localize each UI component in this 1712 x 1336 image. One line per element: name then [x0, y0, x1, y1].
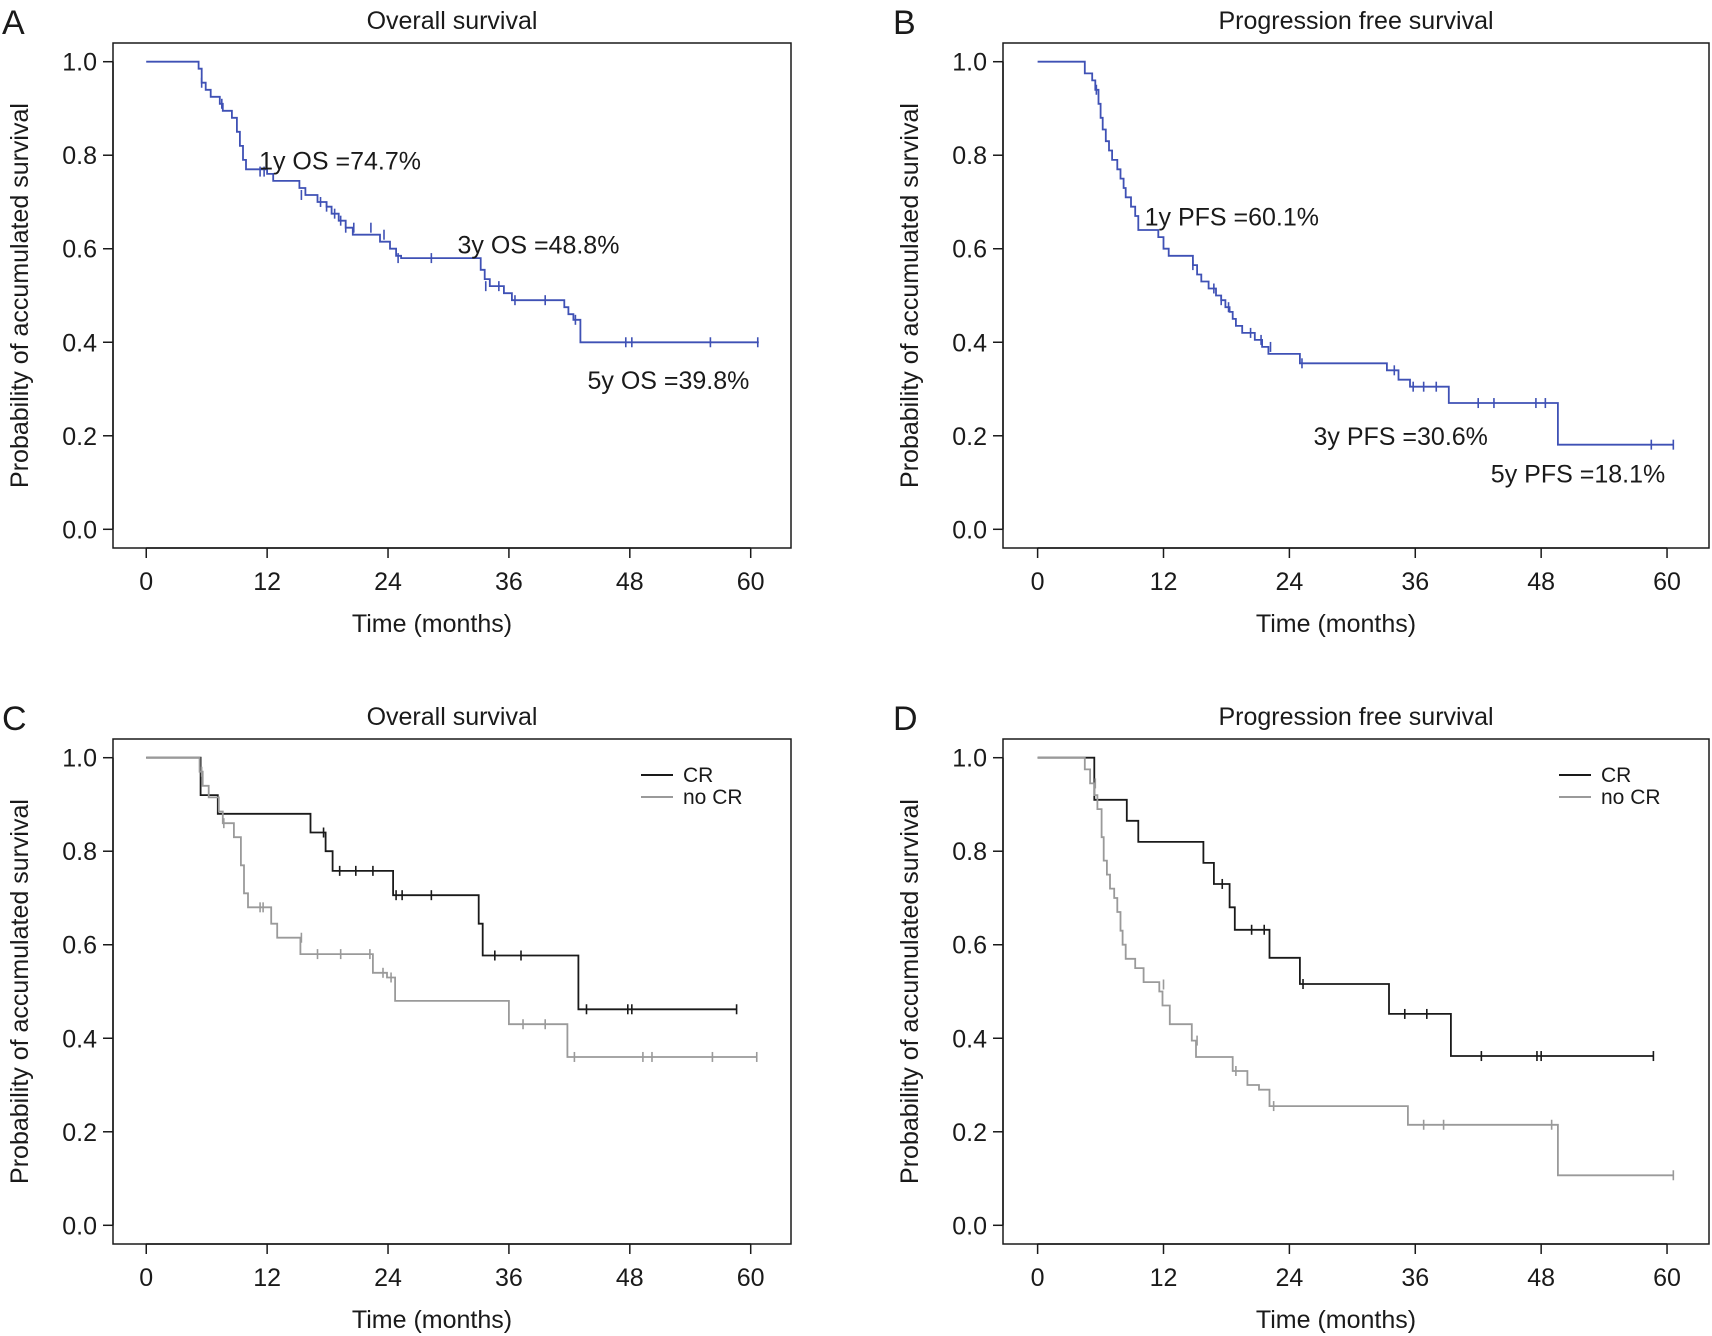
y-axis-title: Probability of accumulated survival — [896, 103, 924, 488]
y-tick-label: 0.8 — [62, 142, 97, 170]
panel-letter: D — [893, 700, 918, 738]
chart-panel-a: A Overall survival 0.0 0.2 0.4 0.6 0.8 1.0 Proba… — [2, 4, 792, 638]
series-0 — [146, 60, 759, 348]
annotation-label: 3y PFS =30.6% — [1314, 423, 1488, 451]
y-tick-label: 0.4 — [952, 1025, 987, 1053]
y-tick-label: 1.0 — [62, 49, 97, 77]
y-tick-label: 0.2 — [952, 423, 987, 451]
survival-curve — [146, 756, 737, 1011]
x-axis-title: Time (months) — [352, 610, 512, 638]
panel-letter: B — [893, 4, 916, 42]
chart-title: Overall survival — [367, 7, 538, 35]
series-0 — [1037, 60, 1675, 450]
y-tick-label: 0.0 — [952, 516, 987, 544]
x-tick-label: 60 — [1653, 568, 1681, 596]
x-tick-label: 12 — [253, 1264, 281, 1292]
x-tick-label: 48 — [1527, 568, 1555, 596]
y-axis-title: Probability of accumulated survival — [896, 799, 924, 1184]
x-axis-title: Time (months) — [1256, 1306, 1416, 1334]
y-axis-title: Probability of accumulated survival — [6, 799, 34, 1184]
x-tick-label: 24 — [374, 1264, 402, 1292]
survival-curve — [1037, 756, 1674, 1177]
annotation-label: 5y OS =39.8% — [587, 367, 749, 395]
x-tick-label: 24 — [374, 568, 402, 596]
chart-title: Progression free survival — [1218, 703, 1493, 731]
chart-panel-b: B Progression free survival 0.0 0.2 0.4 0.6 0.… — [893, 4, 1710, 638]
y-tick-label: 1.0 — [62, 745, 97, 773]
survival-curve — [1037, 756, 1654, 1057]
x-tick-label: 12 — [253, 568, 281, 596]
panel-letter: C — [2, 700, 27, 738]
x-tick-label: 48 — [616, 1264, 644, 1292]
y-axis-title: Probability of accumulated survival — [6, 103, 34, 488]
survival-curve — [1037, 60, 1674, 446]
y-tick-label: 0.8 — [62, 838, 97, 866]
x-tick-label: 24 — [1275, 568, 1303, 596]
y-tick-label: 0.6 — [62, 932, 97, 960]
series-cr — [1037, 756, 1655, 1062]
x-tick-label: 24 — [1275, 1264, 1303, 1292]
x-tick-label: 12 — [1150, 568, 1178, 596]
annotation-label: 1y OS =74.7% — [259, 147, 421, 175]
x-tick-label: 0 — [1031, 568, 1045, 596]
y-tick-label: 1.0 — [952, 745, 987, 773]
x-tick-label: 60 — [737, 1264, 765, 1292]
y-tick-label: 0.0 — [62, 516, 97, 544]
legend-label: CR — [1601, 764, 1631, 787]
x-tick-label: 36 — [495, 1264, 523, 1292]
x-tick-label: 48 — [616, 568, 644, 596]
y-tick-label: 1.0 — [952, 49, 987, 77]
y-tick-label: 0.6 — [952, 932, 987, 960]
y-tick-label: 0.2 — [62, 1119, 97, 1147]
y-tick-label: 0.2 — [952, 1119, 987, 1147]
y-tick-label: 0.0 — [62, 1212, 97, 1240]
x-tick-label: 12 — [1150, 1264, 1178, 1292]
chart-panel-d: D Progression free survival 0.0 0.2 0.4 0.6 0.… — [893, 700, 1710, 1334]
plot-frame — [112, 738, 792, 1245]
y-tick-label: 0.0 — [952, 1212, 987, 1240]
chart-title: Progression free survival — [1218, 7, 1493, 35]
y-tick-label: 0.4 — [62, 1025, 97, 1053]
chart-title: Overall survival — [367, 703, 538, 731]
x-tick-label: 36 — [1401, 568, 1429, 596]
annotation-label: 5y PFS =18.1% — [1491, 461, 1665, 489]
x-tick-label: 60 — [737, 568, 765, 596]
x-tick-label: 48 — [1527, 1264, 1555, 1292]
x-tick-label: 0 — [139, 1264, 153, 1292]
annotation-label: 1y PFS =60.1% — [1145, 203, 1319, 231]
y-tick-label: 0.8 — [952, 838, 987, 866]
panel-letter: A — [2, 4, 25, 42]
survival-curve — [146, 60, 759, 344]
chart-panel-c: C Overall survival 0.0 0.2 0.4 0.6 0.8 1.0 Proba… — [2, 700, 792, 1334]
x-tick-label: 36 — [495, 568, 523, 596]
y-tick-label: 0.2 — [62, 423, 97, 451]
legend-label: no CR — [1601, 786, 1661, 809]
x-axis-title: Time (months) — [352, 1306, 512, 1334]
plot-frame — [1002, 738, 1710, 1245]
plot-frame — [112, 42, 792, 549]
legend-label: no CR — [683, 786, 743, 809]
survival-curve — [146, 756, 757, 1058]
series-no-cr — [146, 756, 758, 1062]
x-tick-label: 0 — [1031, 1264, 1045, 1292]
legend-label: CR — [683, 764, 713, 787]
x-tick-label: 60 — [1653, 1264, 1681, 1292]
y-tick-label: 0.4 — [952, 329, 987, 357]
y-tick-label: 0.8 — [952, 142, 987, 170]
y-tick-label: 0.6 — [62, 236, 97, 264]
x-tick-label: 0 — [139, 568, 153, 596]
x-tick-label: 36 — [1401, 1264, 1429, 1292]
series-no-cr — [1037, 756, 1675, 1181]
x-axis-title: Time (months) — [1256, 610, 1416, 638]
y-tick-label: 0.4 — [62, 329, 97, 357]
y-tick-label: 0.6 — [952, 236, 987, 264]
annotation-label: 3y OS =48.8% — [458, 231, 620, 259]
